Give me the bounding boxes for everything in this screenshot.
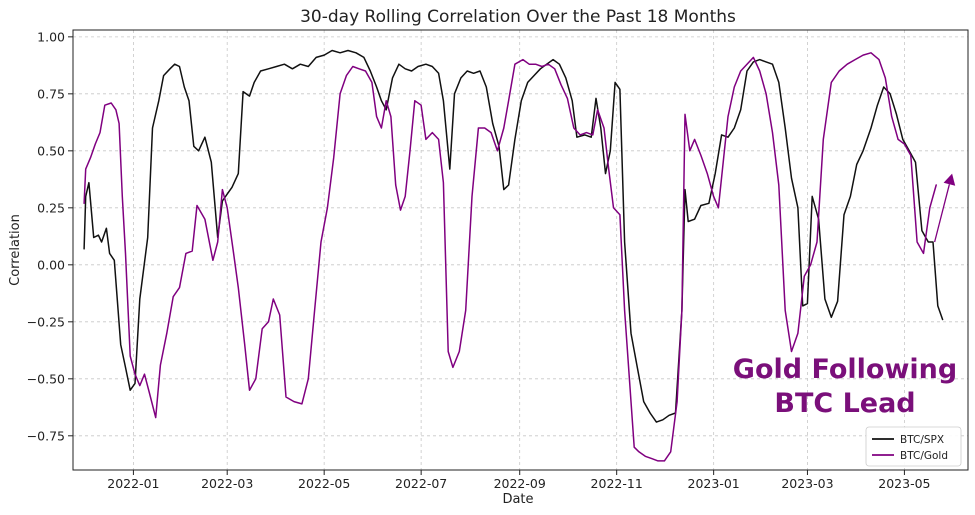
y-axis-label: Correlation [8, 214, 23, 286]
grid [73, 30, 968, 470]
annotation-arrow-shaft [933, 184, 951, 243]
legend-box [865, 426, 962, 467]
y-tick-label: 0.25 [37, 200, 65, 215]
x-tick-label: 2023-03 [781, 476, 833, 491]
annotation-arrow-layer [933, 173, 956, 243]
x-tick-label: 2022-03 [201, 476, 253, 491]
y-tick-label: −0.25 [27, 314, 65, 329]
x-axis-label: Date [502, 492, 533, 507]
annotation-arrow-head [943, 173, 956, 186]
y-tick-label: 1.00 [37, 29, 65, 44]
y-tick-label: 0.75 [37, 86, 65, 101]
legend-label-btc-gold: BTC/Gold [900, 450, 948, 462]
legend-label-btc-spx: BTC/SPX [900, 434, 944, 446]
series-lines [83, 49, 944, 462]
y-tick-label: 0.00 [37, 257, 65, 272]
x-tick-label: 2023-01 [688, 476, 740, 491]
x-tick-label: 2022-05 [298, 476, 350, 491]
y-axis: −0.75 −0.50 −0.25 0.00 0.25 0.50 0.75 1.00 [27, 29, 73, 443]
y-tick-label: −0.75 [27, 428, 65, 443]
chart-title: 30-day Rolling Correlation Over the Past… [300, 7, 736, 27]
x-tick-label: 2022-11 [591, 476, 643, 491]
series-line-btc-spx [83, 49, 944, 423]
x-tick-label: 2022-01 [107, 476, 159, 491]
annotation-line-2: BTC Lead [774, 388, 915, 419]
x-tick-label: 2022-09 [494, 476, 546, 491]
series-line-btc-gold [83, 52, 937, 462]
y-tick-label: 0.50 [37, 143, 65, 158]
y-tick-label: −0.50 [27, 371, 65, 386]
x-tick-label: 2023-05 [878, 476, 930, 491]
plot-frame [72, 29, 969, 471]
x-axis: 2022-01 2022-03 2022-05 2022-07 2022-09 2022-… [107, 470, 931, 491]
x-tick-label: 2022-07 [395, 476, 447, 491]
legend: BTC/SPX BTC/Gold [865, 426, 962, 467]
annotation-line-1: Gold Following [733, 354, 957, 385]
